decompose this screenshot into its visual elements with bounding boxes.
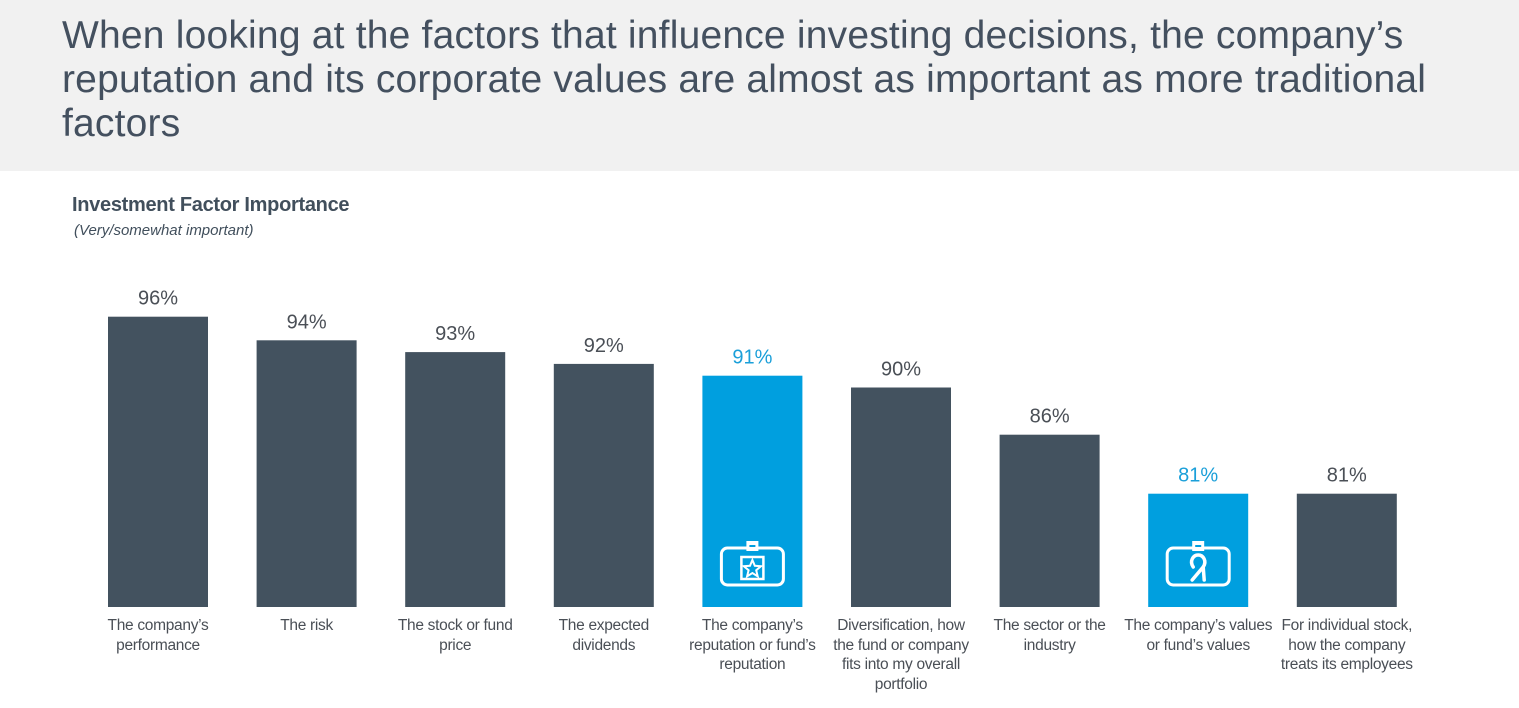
value-label: 93% (435, 323, 475, 345)
category-label: The risk (280, 617, 333, 634)
value-label: 91% (732, 347, 772, 369)
value-label: 81% (1178, 465, 1218, 487)
value-label: 81% (1327, 465, 1367, 487)
category-label: Diversification, how the fund or company… (833, 617, 969, 693)
value-label: 96% (138, 288, 178, 310)
category-label: The sector or the industry (993, 617, 1106, 654)
category-label: For individual stock, how the company tr… (1280, 617, 1413, 673)
bar (256, 340, 357, 607)
headline: When looking at the factors that influen… (62, 14, 1427, 145)
bar (405, 352, 506, 607)
value-label: 90% (881, 359, 921, 381)
badge-star-icon (719, 541, 785, 587)
category-label: The expected dividends (558, 617, 650, 654)
category-label: The company’s reputation or fund’s reput… (689, 617, 816, 673)
value-label: 94% (287, 311, 327, 333)
badge-ribbon-icon (1165, 541, 1231, 587)
chart-subtitle: (Very/somewhat important) (74, 222, 254, 239)
value-label: 86% (1030, 406, 1070, 428)
category-label: The company’s performance (107, 617, 209, 654)
value-label: 92% (584, 335, 624, 357)
bar (1296, 493, 1397, 607)
bar (108, 316, 208, 607)
bar (851, 387, 951, 607)
bar (702, 375, 803, 607)
chart-title: Investment Factor Importance (72, 194, 350, 216)
category-label: The company’s values or fund’s values (1124, 617, 1273, 654)
category-label: The stock or fund price (397, 617, 513, 654)
bar (999, 434, 1100, 607)
bar (553, 363, 654, 607)
header-banner: When looking at the factors that influen… (0, 0, 1519, 171)
